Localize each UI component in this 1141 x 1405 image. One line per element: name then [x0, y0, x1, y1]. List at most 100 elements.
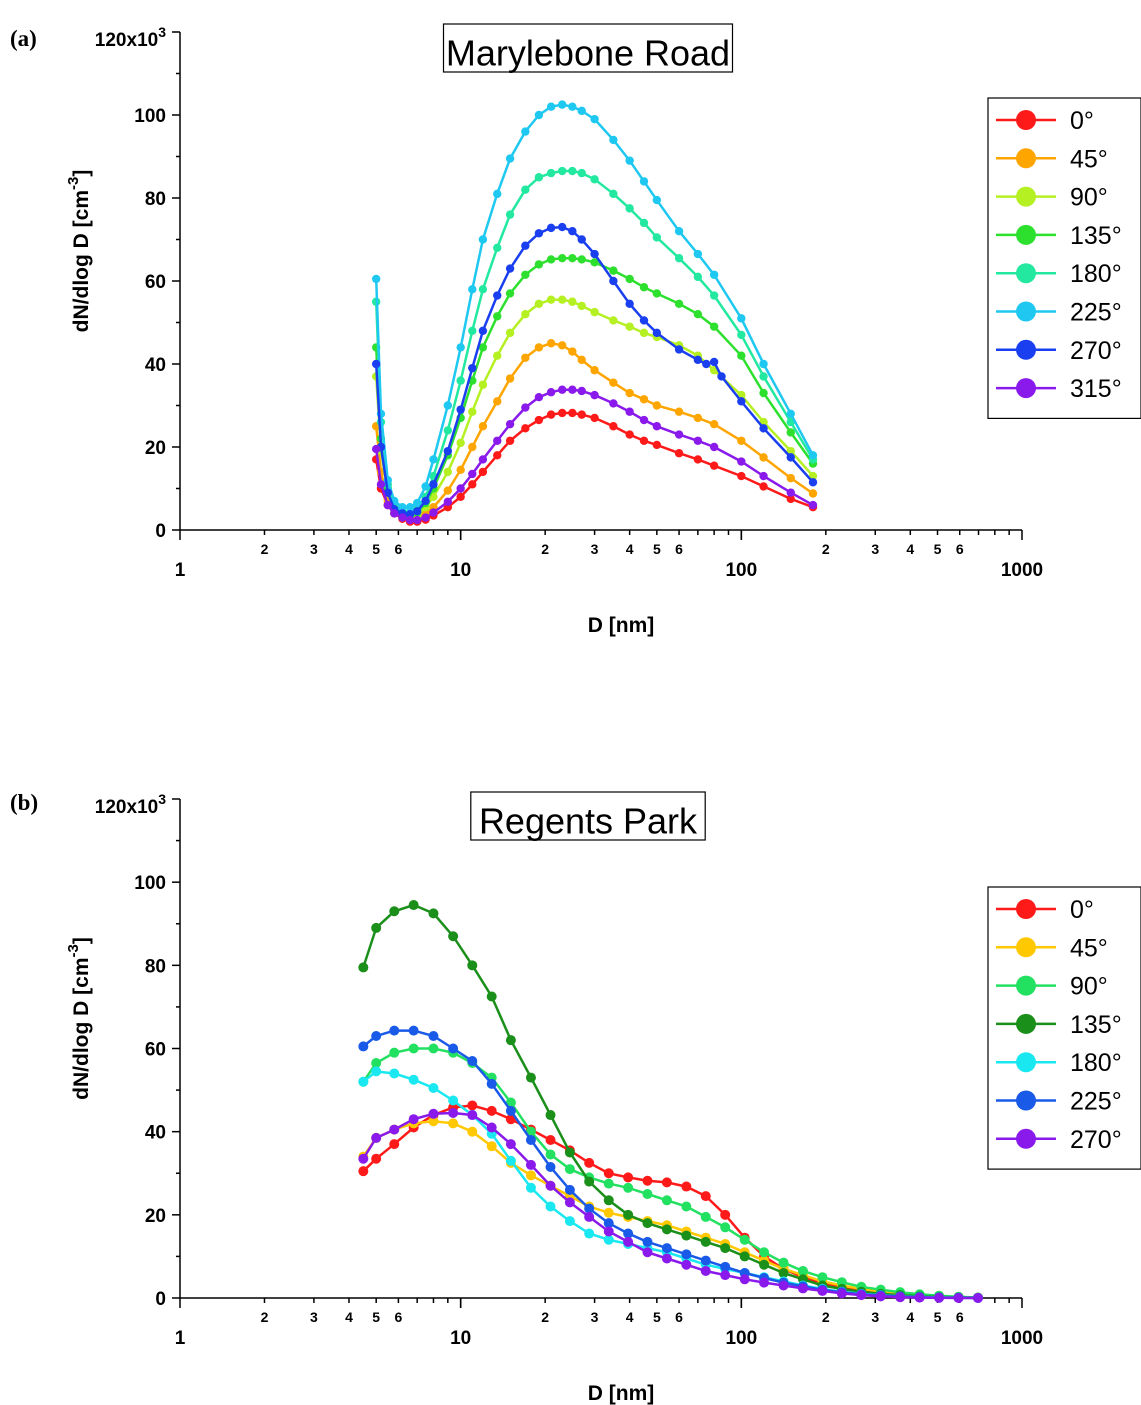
data-point	[557, 222, 567, 232]
data-point	[467, 1055, 478, 1066]
data-point	[564, 1164, 575, 1175]
data-point	[564, 1184, 575, 1195]
data-point	[505, 1105, 516, 1116]
data-point	[817, 1285, 828, 1296]
legend-label: 180°	[1070, 260, 1122, 288]
data-point	[376, 480, 386, 489]
data-point	[429, 508, 438, 517]
data-point	[759, 388, 768, 398]
data-point	[428, 908, 439, 919]
x-minor-tick-label: 3	[591, 1309, 599, 1325]
data-point	[557, 408, 567, 418]
y-top-tick-base: 120x10	[95, 797, 158, 818]
data-point	[408, 1074, 419, 1085]
data-point	[493, 451, 502, 460]
y-tick-label: 20	[145, 438, 166, 459]
data-point	[521, 185, 530, 194]
chart-title: Regents Park	[479, 801, 698, 842]
data-point	[639, 316, 649, 325]
y-axis-title-base: dN/dlog D [cm	[70, 190, 93, 332]
data-point	[639, 283, 649, 292]
legend-swatch-marker	[1016, 1052, 1036, 1073]
data-point	[468, 285, 477, 294]
data-point	[534, 110, 544, 120]
x-minor-tick-label: 2	[541, 1309, 549, 1325]
data-point	[505, 436, 515, 445]
data-point	[525, 1159, 536, 1170]
data-point	[609, 276, 618, 286]
y-tick-label: 60	[145, 1040, 166, 1061]
data-point	[534, 229, 544, 238]
data-point	[545, 1201, 556, 1212]
data-point	[521, 310, 530, 319]
data-point	[448, 1095, 459, 1106]
y-top-tick-exponent: 3	[158, 24, 166, 40]
x-axis-title: D [nm]	[588, 1382, 655, 1405]
legend-label: 135°	[1070, 222, 1122, 250]
series-90-deg	[371, 295, 818, 522]
data-point	[717, 372, 726, 381]
legend-swatch-marker	[1016, 1090, 1036, 1111]
data-point	[693, 355, 703, 365]
data-point	[467, 1100, 478, 1111]
data-point	[737, 351, 746, 360]
data-point	[428, 1043, 439, 1054]
y-axis-title-base: dN/dlog D [cm	[70, 958, 93, 1100]
data-point	[642, 1218, 653, 1229]
chart-title-box: Marylebone Road	[442, 23, 734, 74]
data-point	[371, 922, 382, 933]
legend-label: 0°	[1070, 896, 1094, 924]
data-point	[525, 1072, 536, 1083]
data-point	[568, 166, 577, 176]
data-point	[700, 1211, 711, 1222]
data-point	[577, 255, 586, 264]
y-axis-title-exponent: -3	[65, 944, 82, 957]
data-point	[486, 991, 497, 1002]
y-axis-title: dN/dlog D [cm-3]	[65, 170, 93, 333]
data-point	[521, 353, 530, 362]
data-point	[709, 291, 719, 300]
x-minor-tick-label: 6	[395, 541, 403, 557]
legend-label: 90°	[1070, 184, 1108, 212]
data-point	[521, 241, 530, 250]
data-point	[478, 467, 488, 477]
data-point	[590, 413, 599, 423]
data-point	[778, 1280, 789, 1291]
data-point	[652, 422, 662, 431]
legend-label: 0°	[1070, 107, 1094, 135]
data-point	[639, 328, 649, 338]
x-minor-tick-label: 3	[310, 541, 318, 557]
data-point	[478, 343, 488, 352]
data-point	[545, 1134, 556, 1145]
x-minor-tick-label: 2	[261, 1309, 269, 1325]
data-point	[568, 385, 577, 394]
data-point	[371, 1058, 382, 1069]
x-axis-title: D [nm]	[588, 614, 655, 637]
data-point	[759, 482, 768, 491]
data-point	[797, 1283, 808, 1294]
series-line	[362, 1111, 978, 1300]
data-point	[590, 390, 599, 400]
data-point	[739, 1234, 750, 1245]
data-point	[590, 114, 599, 124]
y-tick-label: 40	[145, 355, 166, 376]
data-point	[358, 1041, 369, 1052]
x-minor-tick-label: 2	[541, 541, 549, 557]
x-minor-tick-label: 4	[906, 1309, 914, 1325]
data-point	[389, 1139, 400, 1150]
data-point	[534, 260, 544, 269]
data-point	[700, 1236, 711, 1247]
y-tick-label: 80	[145, 956, 166, 977]
data-point	[577, 235, 586, 244]
panel-label: (a)	[10, 26, 37, 51]
data-point	[786, 428, 795, 437]
data-point	[412, 515, 422, 525]
data-point	[383, 500, 392, 510]
data-point	[443, 467, 453, 477]
data-point	[456, 465, 465, 475]
data-point	[505, 289, 515, 298]
data-point	[661, 1243, 672, 1254]
data-point	[429, 455, 438, 464]
